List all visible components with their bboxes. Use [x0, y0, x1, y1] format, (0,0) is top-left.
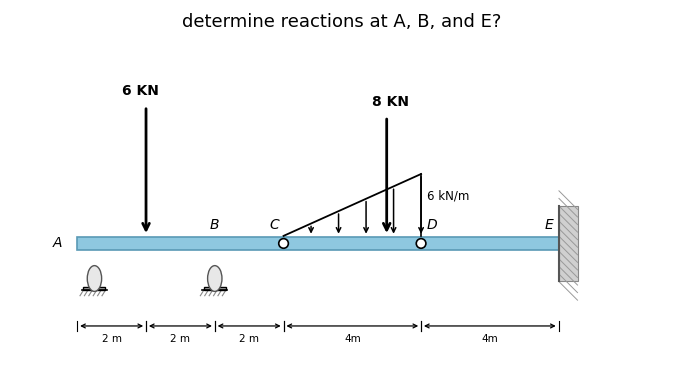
Text: 6 KN: 6 KN — [122, 84, 159, 98]
Circle shape — [417, 239, 426, 248]
Ellipse shape — [88, 266, 102, 292]
Bar — [559, 206, 578, 281]
Circle shape — [279, 239, 289, 248]
Text: E: E — [544, 218, 553, 232]
Text: 4m: 4m — [482, 334, 498, 344]
Text: 2 m: 2 m — [170, 334, 190, 344]
FancyBboxPatch shape — [83, 287, 105, 290]
Ellipse shape — [208, 266, 222, 292]
Text: determine reactions at A, B, and E?: determine reactions at A, B, and E? — [183, 13, 501, 31]
Text: C: C — [269, 218, 279, 232]
Text: 6 kN/m: 6 kN/m — [427, 189, 469, 202]
FancyBboxPatch shape — [77, 237, 559, 250]
Text: 2 m: 2 m — [239, 334, 259, 344]
Text: 4m: 4m — [344, 334, 360, 344]
Text: A: A — [53, 236, 62, 250]
Text: 2 m: 2 m — [102, 334, 122, 344]
Text: D: D — [427, 218, 437, 232]
Text: B: B — [210, 218, 220, 232]
FancyBboxPatch shape — [204, 287, 226, 290]
Text: 8 KN: 8 KN — [371, 95, 408, 110]
